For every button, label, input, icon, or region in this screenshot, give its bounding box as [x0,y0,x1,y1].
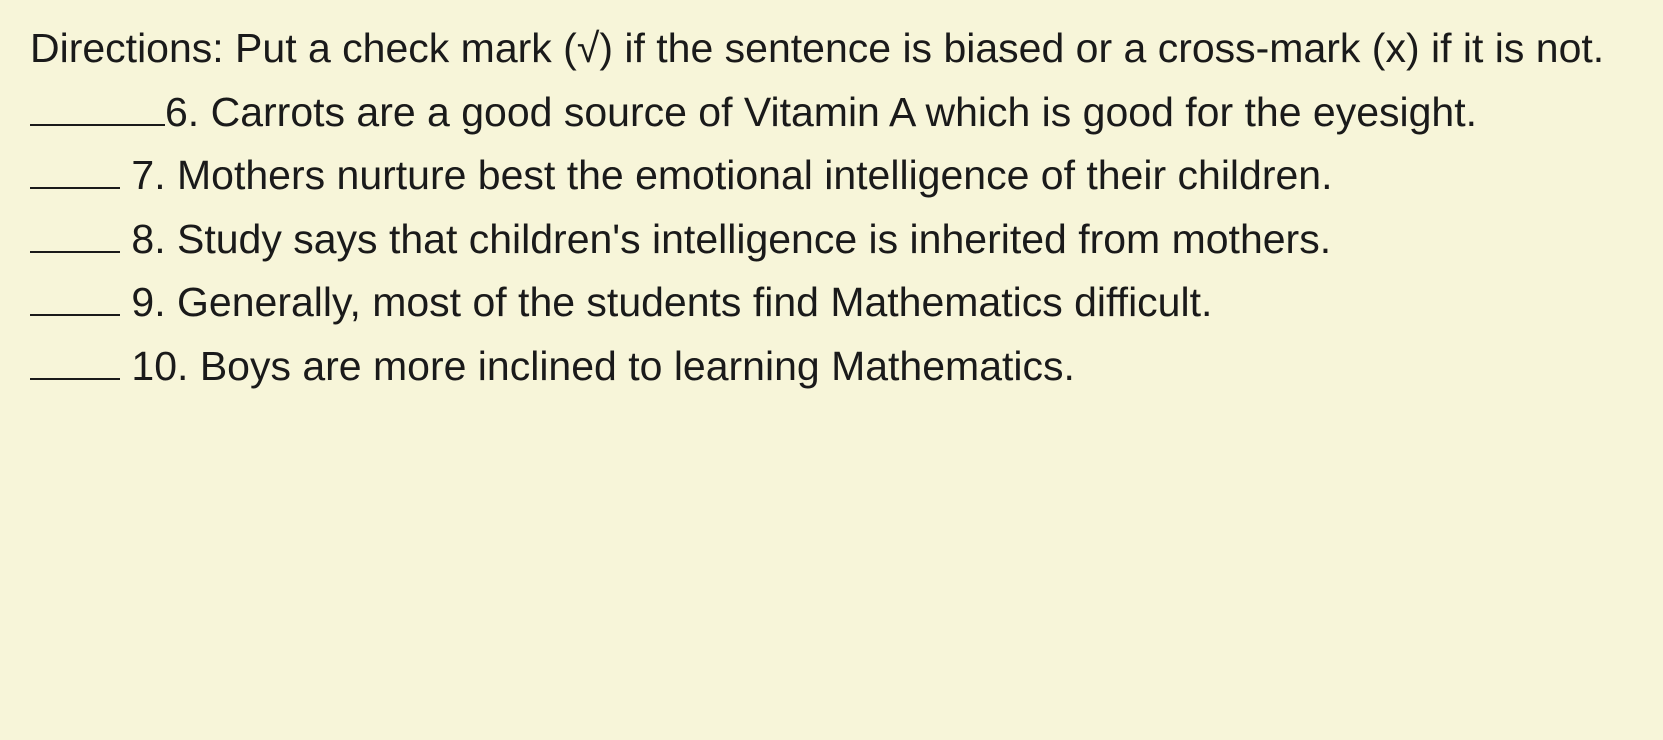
question-text-8: 8. Study says that children's intelligen… [131,216,1331,262]
question-text-9: 9. Generally, most of the students find … [131,279,1212,325]
worksheet-content: Directions: Put a check mark (√) if the … [30,18,1633,397]
question-item-10: 10. Boys are more inclined to learning M… [30,336,1633,398]
answer-blank-9[interactable] [30,314,120,316]
question-text-7: 7. Mothers nurture best the emotional in… [131,152,1332,198]
question-text-10: 10. Boys are more inclined to learning M… [131,343,1074,389]
question-item-8: 8. Study says that children's intelligen… [30,209,1633,271]
question-item-9: 9. Generally, most of the students find … [30,272,1633,334]
answer-blank-10[interactable] [30,378,120,380]
answer-blank-6[interactable] [30,124,165,126]
answer-blank-7[interactable] [30,187,120,189]
question-item-7: 7. Mothers nurture best the emotional in… [30,145,1633,207]
question-text-6: 6. Carrots are a good source of Vitamin … [165,89,1477,135]
answer-blank-8[interactable] [30,251,120,253]
question-item-6: 6. Carrots are a good source of Vitamin … [30,82,1633,144]
directions-text: Directions: Put a check mark (√) if the … [30,18,1633,80]
